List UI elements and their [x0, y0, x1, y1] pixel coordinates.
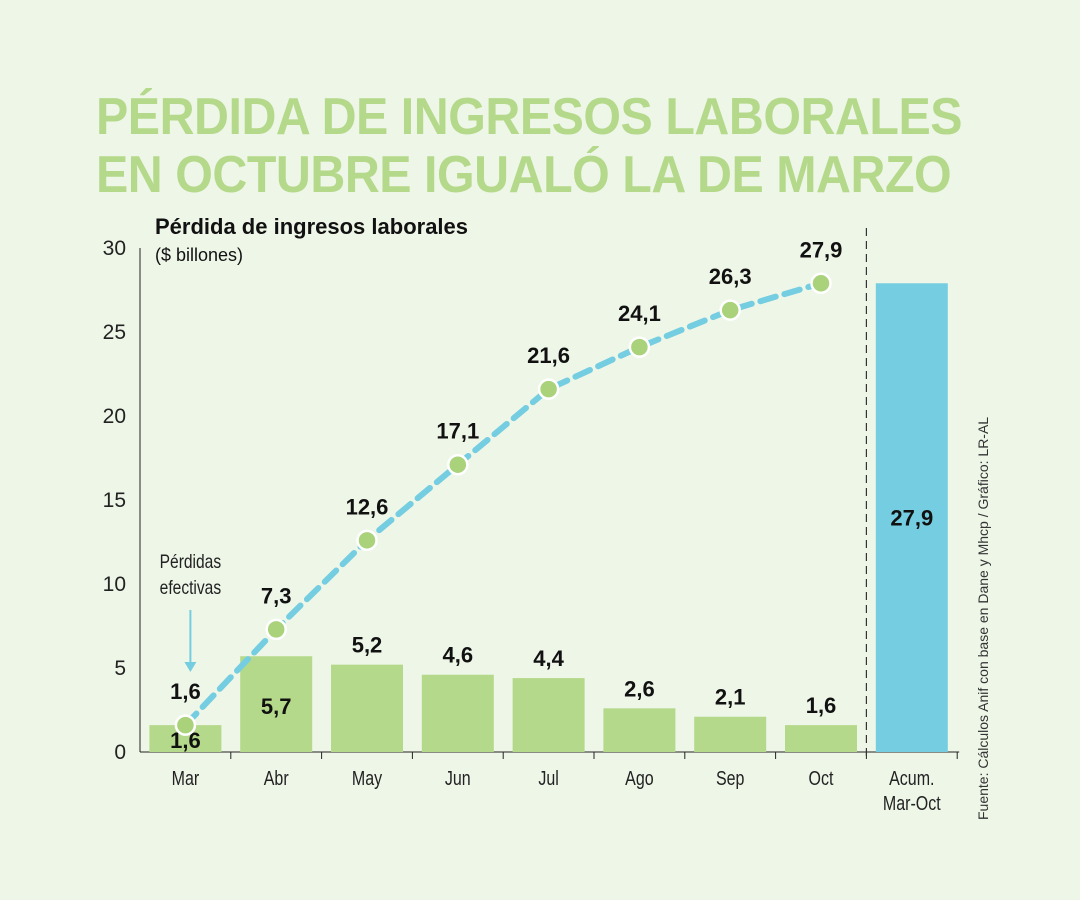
bar-value-label: 5,7: [261, 694, 292, 719]
cumulative-point: [719, 299, 741, 321]
accumulated-value-label: 27,9: [890, 506, 933, 531]
bar-jun: [421, 674, 494, 752]
cumulative-point: [628, 336, 651, 358]
chart-title: PÉRDIDA DE INGRESOS LABORALES EN OCTUBRE…: [96, 88, 963, 204]
x-tick-label: Jun: [445, 767, 471, 789]
cumulative-value-label: 1,6: [170, 679, 201, 704]
cumulative-value-label: 24,1: [618, 301, 661, 326]
bar-ago: [603, 708, 676, 752]
bar-accumulated: [875, 283, 948, 752]
cumulative-point: [447, 453, 469, 476]
cumulative-value-label: 26,3: [709, 264, 752, 289]
cumulative-value-label: 12,6: [346, 494, 389, 519]
x-tick-label: Oct: [809, 767, 834, 789]
y-tick-label: 25: [103, 321, 126, 344]
cumulative-value-label: 27,9: [800, 237, 843, 262]
y-tick-label: 20: [103, 405, 126, 428]
bar-value-label: 2,1: [715, 685, 746, 710]
y-axis-unit: ($ billones): [155, 245, 244, 265]
cumulative-value-label: 21,6: [527, 343, 570, 368]
y-tick-label: 0: [114, 741, 126, 764]
annotation-text: Pérdidas: [160, 551, 222, 573]
bar-sep: [694, 716, 767, 752]
bar-value-label: 1,6: [806, 693, 837, 718]
bar-abr: [240, 656, 313, 752]
title-line-1: PÉRDIDA DE INGRESOS LABORALES: [96, 88, 963, 146]
x-tick-label-accumulated: Mar-Oct: [883, 792, 941, 814]
chart-subtitle: Pérdida de ingresos laborales: [155, 214, 469, 239]
cumulative-value-label: 17,1: [436, 419, 479, 444]
bar-oct: [785, 725, 857, 752]
bar-value-label: 2,6: [624, 676, 655, 701]
y-tick-label: 30: [103, 237, 126, 260]
x-tick-label: Jul: [538, 767, 558, 789]
y-tick-label: 5: [114, 657, 126, 680]
cumulative-point: [537, 378, 560, 400]
bar-value-label: 4,4: [533, 646, 564, 671]
bar-may: [331, 664, 403, 752]
x-tick-label: Sep: [716, 767, 744, 789]
cumulative-point: [810, 272, 832, 295]
source-note: Fuente: Cálculos Anif con base en Dane y…: [975, 416, 991, 820]
cumulative-point: [356, 529, 378, 552]
cumulative-point: [265, 618, 287, 641]
annotation-text: efectivas: [160, 577, 222, 599]
bar-value-label: 4,6: [443, 643, 474, 668]
bar-value-label: 5,2: [352, 633, 383, 658]
annotation-arrow-icon: [184, 662, 197, 672]
x-tick-label: Mar: [172, 767, 200, 789]
cumulative-point: [174, 714, 197, 736]
bar-jul: [512, 678, 585, 752]
y-tick-label: 10: [103, 573, 126, 596]
x-tick-label: Abr: [264, 767, 289, 789]
x-tick-label: May: [352, 767, 383, 789]
x-tick-label-accumulated: Acum.: [889, 767, 934, 789]
y-tick-label: 15: [103, 489, 126, 512]
title-line-2: EN OCTUBRE IGUALÓ LA DE MARZO: [96, 146, 952, 204]
cumulative-value-label: 7,3: [261, 583, 292, 608]
x-tick-label: Ago: [625, 767, 653, 789]
